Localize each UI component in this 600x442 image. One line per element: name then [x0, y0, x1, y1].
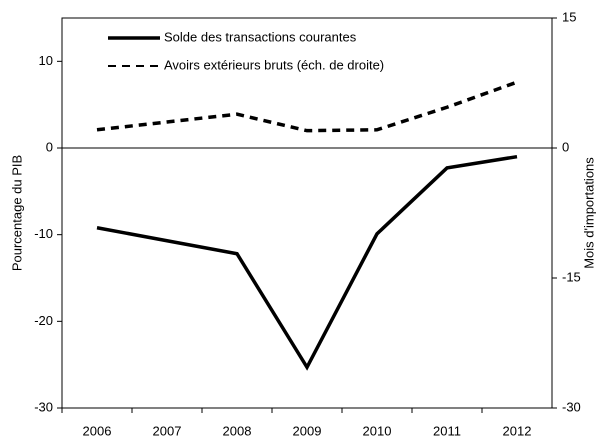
x-tick-label: 2007: [153, 423, 182, 438]
x-tick-label: 2011: [433, 423, 461, 438]
legend-label: Solde des transactions courantes: [164, 29, 357, 44]
y2-tick-label: -30: [562, 399, 581, 414]
series-line: [96, 154, 518, 371]
y-tick-label: -10: [34, 226, 53, 241]
y2-tick-label: 0: [562, 139, 569, 154]
y-tick-label: -30: [34, 399, 53, 414]
plot-frame: [61, 17, 553, 409]
x-tick-label: 2012: [503, 423, 532, 438]
x-tick-label: 2008: [223, 423, 252, 438]
series-line: [96, 80, 518, 133]
legend-label: Avoirs extérieurs bruts (éch. de droite): [164, 57, 384, 72]
y-tick-label: -20: [34, 313, 53, 328]
y-axis-label: Pourcentage du PIB: [9, 155, 24, 271]
x-tick-label: 2006: [83, 423, 112, 438]
y2-tick-label: 15: [562, 9, 576, 24]
y-tick-label: 10: [39, 53, 53, 68]
x-tick-label: 2010: [363, 423, 392, 438]
y-tick-label: 0: [46, 139, 53, 154]
y2-axis-label: Mois d'importations: [581, 157, 596, 269]
x-tick-label: 2009: [293, 423, 322, 438]
y2-tick-label: -15: [562, 269, 581, 284]
